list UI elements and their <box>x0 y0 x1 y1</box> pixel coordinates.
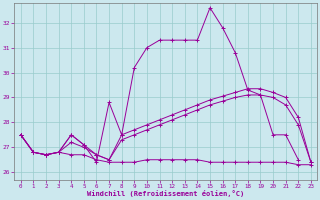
X-axis label: Windchill (Refroidissement éolien,°C): Windchill (Refroidissement éolien,°C) <box>87 190 244 197</box>
